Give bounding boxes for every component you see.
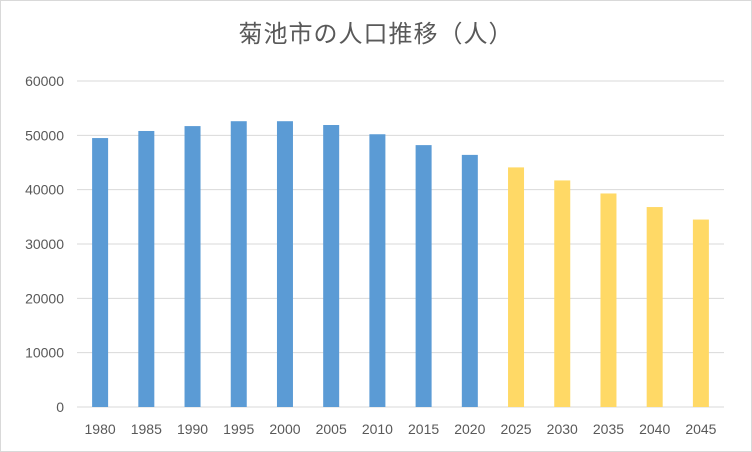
bar-1990 <box>184 126 201 407</box>
bar-2015 <box>415 145 432 407</box>
x-tick-label: 1980 <box>85 421 116 437</box>
x-axis-ticks: 1980 1985 1990 1995 2000 2005 2010 2015 2020 2025… <box>85 421 717 437</box>
bar-2025 <box>508 167 525 407</box>
bar-2040 <box>646 207 663 407</box>
bar-2010 <box>369 134 386 407</box>
y-tick-label: 50000 <box>25 127 64 143</box>
y-tick-label: 30000 <box>25 236 64 252</box>
x-tick-label: 2000 <box>269 421 300 437</box>
x-tick-label: 2025 <box>500 421 531 437</box>
bar-2030 <box>554 180 571 407</box>
x-tick-label: 2015 <box>408 421 439 437</box>
x-tick-label: 1985 <box>131 421 162 437</box>
y-tick-label: 60000 <box>25 73 64 89</box>
bar-1980 <box>92 138 109 408</box>
x-tick-label: 1990 <box>177 421 208 437</box>
bar-2020 <box>461 154 478 407</box>
y-tick-label: 10000 <box>25 345 64 361</box>
bars <box>92 121 709 408</box>
y-tick-label: 40000 <box>25 182 64 198</box>
x-tick-label: 2005 <box>316 421 347 437</box>
x-tick-label: 2040 <box>639 421 670 437</box>
y-axis-ticks: 0 10000 20000 30000 40000 50000 60000 <box>25 73 64 415</box>
chart-title: 菊池市の人口推移（人） <box>238 20 514 48</box>
x-tick-label: 2010 <box>362 421 393 437</box>
x-tick-label: 1995 <box>223 421 254 437</box>
x-tick-label: 2030 <box>547 421 578 437</box>
y-tick-label: 20000 <box>25 290 64 306</box>
gridlines <box>77 80 724 408</box>
x-tick-label: 2020 <box>454 421 485 437</box>
x-tick-label: 2045 <box>685 421 716 437</box>
bar-1985 <box>138 130 155 407</box>
bar-2045 <box>692 219 709 407</box>
bar-1995 <box>230 121 247 407</box>
bar-2005 <box>323 125 340 407</box>
bar-2000 <box>276 121 293 407</box>
y-tick-label: 0 <box>56 399 64 415</box>
bar-2035 <box>600 193 617 407</box>
x-tick-label: 2035 <box>593 421 624 437</box>
